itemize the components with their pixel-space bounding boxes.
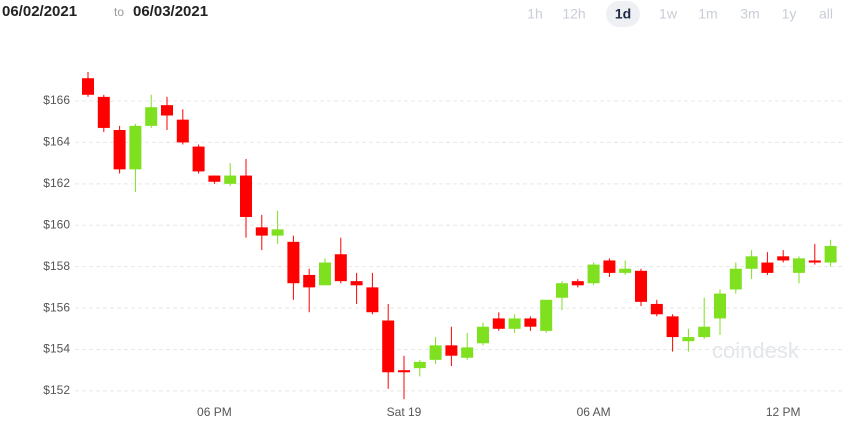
x-tick-label: 06 AM — [577, 405, 611, 419]
candle-body — [398, 370, 410, 373]
candle-body — [271, 229, 284, 236]
candle-body — [587, 264, 600, 284]
date-until: 06/03/2021 — [133, 3, 208, 20]
range-button[interactable]: 12h — [562, 6, 585, 22]
candle-body — [366, 287, 379, 313]
candle-body — [682, 337, 695, 342]
y-tick-label: $158 — [43, 259, 70, 273]
candle-body — [382, 320, 395, 373]
candle-body — [445, 345, 458, 356]
candle-body — [777, 256, 790, 261]
candle-body — [508, 318, 521, 329]
candle-body — [635, 270, 647, 302]
candle-body — [745, 256, 758, 269]
y-tick-label: $164 — [43, 135, 70, 149]
candle-body — [540, 299, 553, 331]
candle-body — [413, 361, 426, 369]
candle-body — [761, 262, 774, 273]
candle-body — [429, 345, 442, 360]
date-to-word: to — [114, 5, 124, 19]
candle-body — [619, 268, 632, 273]
y-tick-label: $166 — [43, 93, 70, 107]
candle-body — [192, 146, 205, 172]
candle-body — [603, 260, 616, 273]
candle-body — [113, 130, 126, 170]
candle-body — [477, 326, 489, 344]
x-tick-label: 12 PM — [766, 405, 801, 419]
y-tick-label: $152 — [43, 383, 70, 397]
y-tick-label: $156 — [43, 300, 70, 314]
candle-body — [650, 303, 663, 315]
candle-body — [240, 175, 252, 217]
candle-body — [82, 78, 94, 95]
range-selected-bg — [606, 1, 640, 27]
y-tick-label: $160 — [43, 217, 70, 231]
candle-body — [129, 125, 142, 170]
candle-body — [319, 262, 331, 286]
candle-body — [793, 258, 805, 273]
candle-body — [698, 326, 711, 338]
candle-body — [461, 347, 474, 358]
candle-body — [729, 268, 742, 290]
candle-body — [97, 96, 110, 128]
candle-body — [524, 318, 537, 327]
candle-body — [145, 107, 158, 126]
date-from: 06/02/2021 — [2, 3, 77, 20]
candle-body — [571, 281, 584, 286]
y-tick-label: $162 — [43, 176, 70, 190]
candle-body — [287, 241, 300, 284]
candle-body — [208, 175, 221, 182]
range-button[interactable]: 1m — [698, 6, 717, 22]
candle-body — [556, 283, 568, 298]
x-tick-label: 06 PM — [197, 405, 232, 419]
candle-body — [255, 227, 268, 236]
candle-body — [303, 274, 316, 288]
candle-body — [224, 175, 237, 184]
candle-body — [350, 281, 363, 286]
candle-body — [824, 245, 837, 263]
candle-body — [808, 260, 821, 263]
candle-body — [714, 293, 726, 319]
y-tick-label: $154 — [43, 342, 70, 356]
watermark: coindesk — [712, 338, 800, 363]
candle-body — [334, 254, 347, 282]
candle-body — [666, 316, 679, 338]
candle-body — [176, 119, 189, 143]
range-button[interactable]: 1h — [527, 6, 543, 22]
range-button[interactable]: 3m — [740, 6, 759, 22]
candle-body — [492, 318, 505, 329]
range-button[interactable]: 1d — [615, 6, 631, 22]
range-button[interactable]: 1y — [782, 6, 797, 22]
candle-body — [161, 105, 173, 116]
range-button[interactable]: 1w — [659, 6, 678, 22]
x-tick-label: Sat 19 — [387, 405, 422, 419]
range-button[interactable]: all — [819, 6, 833, 22]
